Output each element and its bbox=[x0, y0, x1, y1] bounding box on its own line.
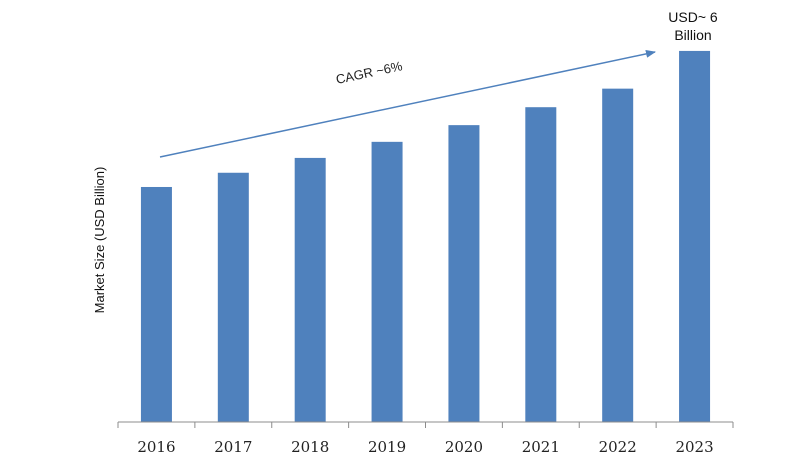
bar-2018 bbox=[294, 157, 326, 422]
bar-series bbox=[140, 50, 711, 423]
bar-2019 bbox=[371, 141, 403, 423]
bar-2022 bbox=[602, 88, 634, 422]
x-tick-label-2018: 2018 bbox=[291, 438, 329, 456]
x-tick-label-2021: 2021 bbox=[522, 438, 560, 456]
bar-2016 bbox=[140, 186, 172, 422]
end-value-label-line1: USD~ 6 bbox=[668, 9, 718, 25]
x-tick-label-2017: 2017 bbox=[214, 438, 252, 456]
x-axis-ticks bbox=[117, 422, 734, 428]
x-tick-label-2020: 2020 bbox=[445, 438, 483, 456]
cagr-label: CAGR ~6% bbox=[334, 58, 404, 87]
bar-2021 bbox=[525, 107, 557, 423]
x-tick-label-2022: 2022 bbox=[599, 438, 637, 456]
x-axis-tick-labels: 2016 2017 2018 2019 2020 2021 2022 2023 bbox=[137, 438, 713, 456]
end-value-label-line2: Billion bbox=[674, 27, 711, 43]
x-tick-label-2023: 2023 bbox=[675, 438, 713, 456]
x-tick-label-2016: 2016 bbox=[137, 438, 175, 456]
bar-2020 bbox=[448, 125, 480, 422]
bar-2017 bbox=[217, 172, 249, 422]
x-tick-label-2019: 2019 bbox=[368, 438, 406, 456]
y-axis-title: Market Size (USD Billion) bbox=[92, 167, 107, 314]
cagr-trend-arrow bbox=[159, 49, 656, 158]
bar-2023 bbox=[679, 50, 711, 423]
